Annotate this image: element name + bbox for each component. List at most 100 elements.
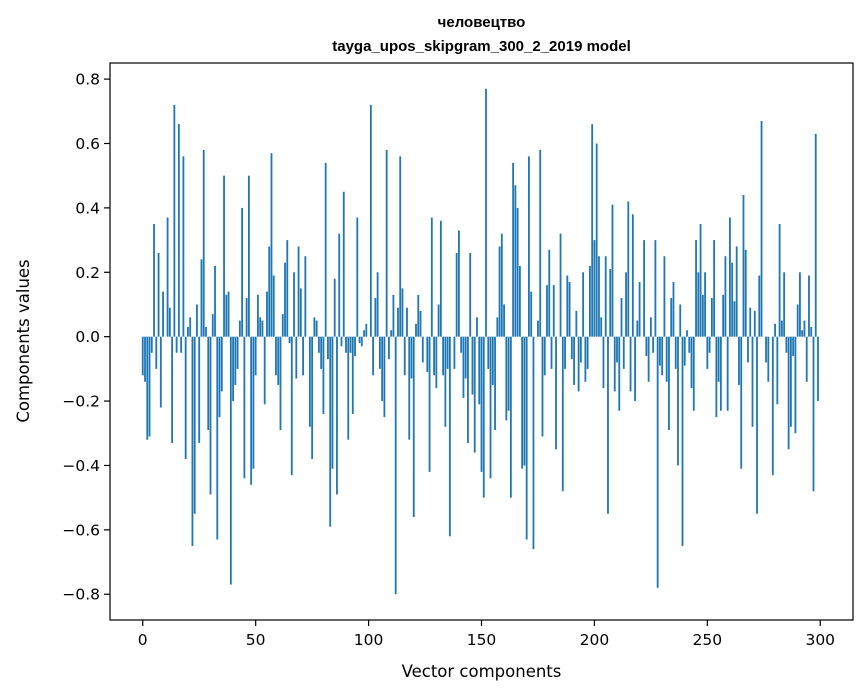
bar <box>596 143 598 336</box>
bar <box>813 337 815 492</box>
bar <box>684 337 686 366</box>
bar <box>266 292 268 337</box>
y-tick-label: 0.0 <box>75 328 100 346</box>
bar <box>808 276 810 337</box>
bar <box>381 337 383 401</box>
bar <box>291 337 293 475</box>
bar <box>496 317 498 336</box>
bar <box>142 337 144 376</box>
bar <box>144 337 146 382</box>
bar <box>645 337 647 356</box>
bar <box>271 153 273 337</box>
bar <box>243 337 245 479</box>
bar <box>374 298 376 337</box>
bar <box>666 337 668 382</box>
bar <box>426 337 428 372</box>
bar <box>514 185 516 336</box>
bar <box>785 337 787 353</box>
bar <box>797 304 799 336</box>
bar <box>589 266 591 337</box>
bar <box>472 337 474 395</box>
x-tick-label: 0 <box>138 631 148 649</box>
bar <box>664 256 666 336</box>
bar <box>661 337 663 376</box>
bar <box>347 337 349 440</box>
bar <box>404 337 406 376</box>
chart-title-line1: человецтво <box>438 14 526 31</box>
bar <box>352 337 354 414</box>
bar <box>146 337 148 440</box>
bar <box>323 337 325 414</box>
bar <box>327 337 329 360</box>
bar <box>713 240 715 337</box>
bar <box>682 337 684 546</box>
bar <box>756 337 758 514</box>
y-tick-label: −0.8 <box>62 586 100 604</box>
bar <box>162 292 164 337</box>
bar <box>582 272 584 336</box>
bar <box>702 295 704 337</box>
bar <box>277 337 279 385</box>
bar <box>241 208 243 337</box>
bar <box>772 337 774 475</box>
bar <box>390 330 392 336</box>
bar <box>356 218 358 337</box>
y-axis-label: Components values <box>14 259 33 422</box>
bar <box>345 337 347 353</box>
bar <box>289 337 291 343</box>
bar <box>225 295 227 337</box>
bar <box>456 253 458 337</box>
bar <box>729 218 731 337</box>
bar <box>594 240 596 337</box>
bar <box>483 337 485 498</box>
bar <box>192 337 194 546</box>
bar <box>630 337 632 392</box>
bar <box>528 156 530 336</box>
x-tick-label: 300 <box>805 631 835 649</box>
bar <box>795 337 797 434</box>
bar <box>704 272 706 336</box>
bar <box>677 337 679 466</box>
bar <box>221 337 223 392</box>
bar <box>725 256 727 336</box>
x-tick-label: 100 <box>354 631 384 649</box>
bar <box>810 327 812 337</box>
bar <box>783 272 785 336</box>
bar <box>487 337 489 369</box>
bar <box>194 337 196 514</box>
bar <box>761 121 763 337</box>
bar <box>609 269 611 337</box>
bar <box>442 337 444 376</box>
bar <box>562 337 564 492</box>
bar <box>533 337 535 550</box>
bar <box>298 247 300 337</box>
bar <box>280 337 282 430</box>
bar <box>670 298 672 337</box>
bar <box>754 311 756 337</box>
bar <box>711 298 713 337</box>
bar <box>383 337 385 417</box>
bar <box>273 276 275 337</box>
bar <box>693 337 695 411</box>
bar <box>654 240 656 337</box>
x-tick-label: 250 <box>693 631 723 649</box>
bar <box>788 337 790 450</box>
bar <box>621 298 623 337</box>
bar <box>178 124 180 336</box>
bar <box>205 327 207 337</box>
bar <box>239 321 241 337</box>
bar <box>503 304 505 336</box>
bar <box>158 253 160 337</box>
bar <box>467 337 469 443</box>
bar <box>494 337 496 430</box>
bar <box>153 224 155 337</box>
bar <box>657 337 659 588</box>
bar <box>587 337 589 369</box>
bar <box>607 337 609 514</box>
bar <box>286 240 288 337</box>
bar <box>435 337 437 389</box>
bar <box>329 337 331 527</box>
bar <box>738 337 740 385</box>
bar <box>718 337 720 382</box>
y-tick-label: 0.2 <box>75 264 100 282</box>
